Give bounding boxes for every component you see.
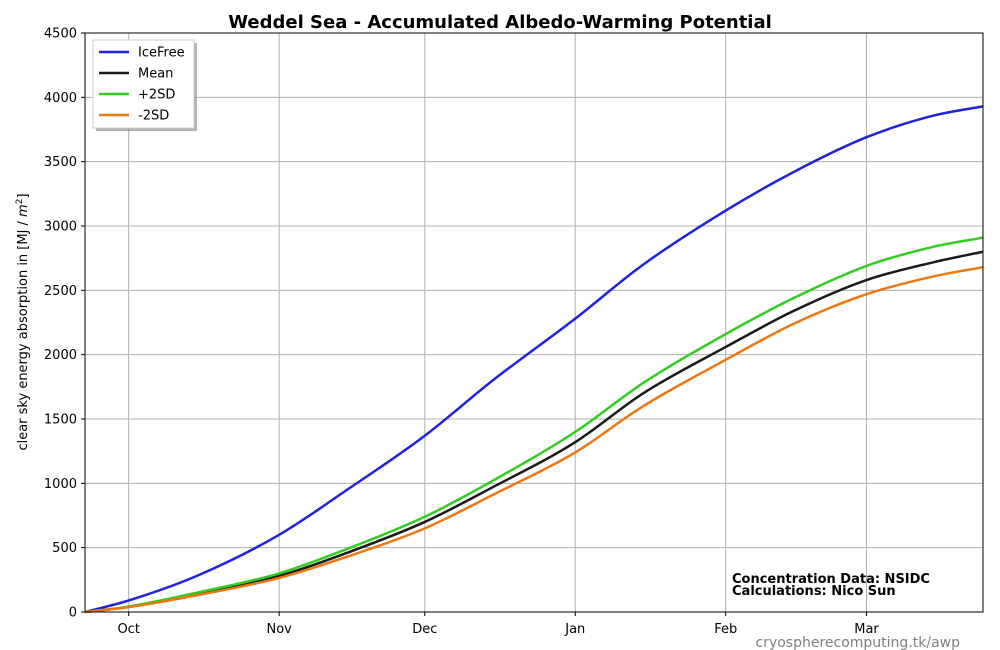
legend-box [92, 39, 195, 129]
y-tick-label: 1500 [44, 413, 77, 428]
series-lines [84, 105, 984, 614]
x-tick-label: Dec [412, 622, 437, 637]
y-tick-label: 1000 [44, 477, 77, 492]
series-line-icefree [84, 105, 984, 614]
y-tick-label: 3000 [44, 220, 77, 235]
series-line-plus2sd [84, 236, 984, 614]
y-tick-label: 3500 [44, 155, 77, 170]
legend-label-icefree: IceFree [138, 46, 185, 61]
legend-label-mean: Mean [138, 67, 173, 82]
x-axis-ticks: Oct Nov Dec Jan Feb Mar [117, 612, 879, 637]
x-tick-label: Feb [714, 622, 737, 637]
watermark: cryospherecomputing.tk/awp [755, 635, 960, 650]
x-tick-label: Oct [117, 622, 139, 637]
y-tick-label: 2500 [44, 284, 77, 299]
y-tick-label: 500 [52, 541, 77, 556]
y-axis-label: clear sky energy absorption in [MJ / m2] [15, 193, 31, 450]
chart-title: Weddel Sea - Accumulated Albedo-Warming … [228, 12, 772, 33]
y-tick-label: 4500 [44, 27, 77, 42]
series-line-mean [84, 250, 984, 614]
y-tick-label: 0 [69, 606, 77, 621]
legend-label-minus2sd: -2SD [138, 109, 169, 124]
plot-frame [84, 32, 984, 613]
y-tick-label: 4000 [44, 91, 77, 106]
annotation-calculations: Calculations: Nico Sun [732, 584, 896, 599]
y-axis-ticks: 0 500 1000 1500 2000 2500 3000 3500 4000 4500 [44, 27, 85, 621]
grid [85, 32, 983, 613]
y-label-suffix: ] [16, 193, 31, 198]
x-tick-label: Nov [266, 622, 292, 637]
series-line-minus2sd [84, 265, 984, 614]
x-tick-label: Jan [564, 622, 585, 637]
y-label-prefix: clear sky energy absorption in [MJ / [16, 217, 31, 451]
legend-label-plus2sd: +2SD [138, 88, 175, 103]
y-tick-label: 2000 [44, 348, 77, 363]
y-label-exponent: 2 [15, 199, 25, 205]
y-label-unit: m [16, 204, 31, 217]
legend: IceFree Mean +2SD -2SD [92, 39, 197, 131]
annotation-concentration: Concentration Data: NSIDC [732, 572, 930, 587]
x-tick-label: Mar [854, 622, 879, 637]
